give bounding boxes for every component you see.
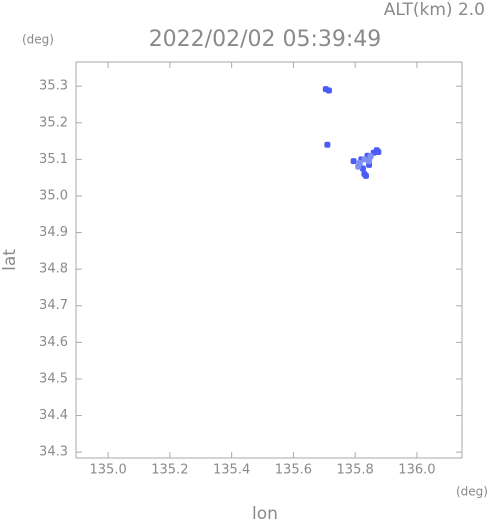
echo-cell — [359, 165, 366, 172]
x-tick-label: 135.0 — [90, 463, 127, 478]
y-tick-label: 35.2 — [39, 115, 68, 130]
y-unit: (deg) — [22, 33, 54, 47]
x-tick-label: 136.0 — [398, 463, 435, 478]
y-tick-label: 34.3 — [39, 445, 68, 460]
y-tick-label: 35.1 — [39, 152, 68, 167]
echo-cell — [366, 158, 373, 165]
echo-cell — [325, 87, 332, 94]
x-axis-label: lon — [252, 504, 278, 521]
chart-title: 2022/02/02 05:39:49 — [149, 27, 382, 52]
echo-cell — [362, 172, 369, 179]
echo-cell — [367, 153, 374, 160]
x-tick-label: 135.6 — [275, 463, 312, 478]
plot-frame — [75, 61, 463, 459]
y-axis-label: lat — [0, 249, 20, 271]
y-tick-label: 34.7 — [39, 298, 68, 313]
echo-cell — [350, 158, 357, 165]
echo-cell — [361, 156, 368, 163]
echo-cell — [375, 149, 382, 156]
y-tick-label: 34.6 — [39, 335, 68, 350]
x-tick-label: 135.4 — [213, 463, 250, 478]
altitude-label: ALT(km) 2.0 — [384, 0, 485, 20]
y-tick-label: 35.0 — [39, 188, 68, 203]
y-tick-label: 34.9 — [39, 225, 68, 240]
x-unit: (deg) — [456, 485, 488, 499]
x-tick-label: 135.8 — [337, 463, 374, 478]
echo-cell — [324, 141, 331, 148]
y-tick-label: 35.3 — [39, 79, 68, 94]
echo-cell — [355, 163, 362, 170]
y-tick-label: 34.5 — [39, 371, 68, 386]
y-tick-label: 34.8 — [39, 262, 68, 277]
x-tick-label: 135.2 — [151, 463, 188, 478]
y-tick-label: 34.4 — [39, 408, 68, 423]
